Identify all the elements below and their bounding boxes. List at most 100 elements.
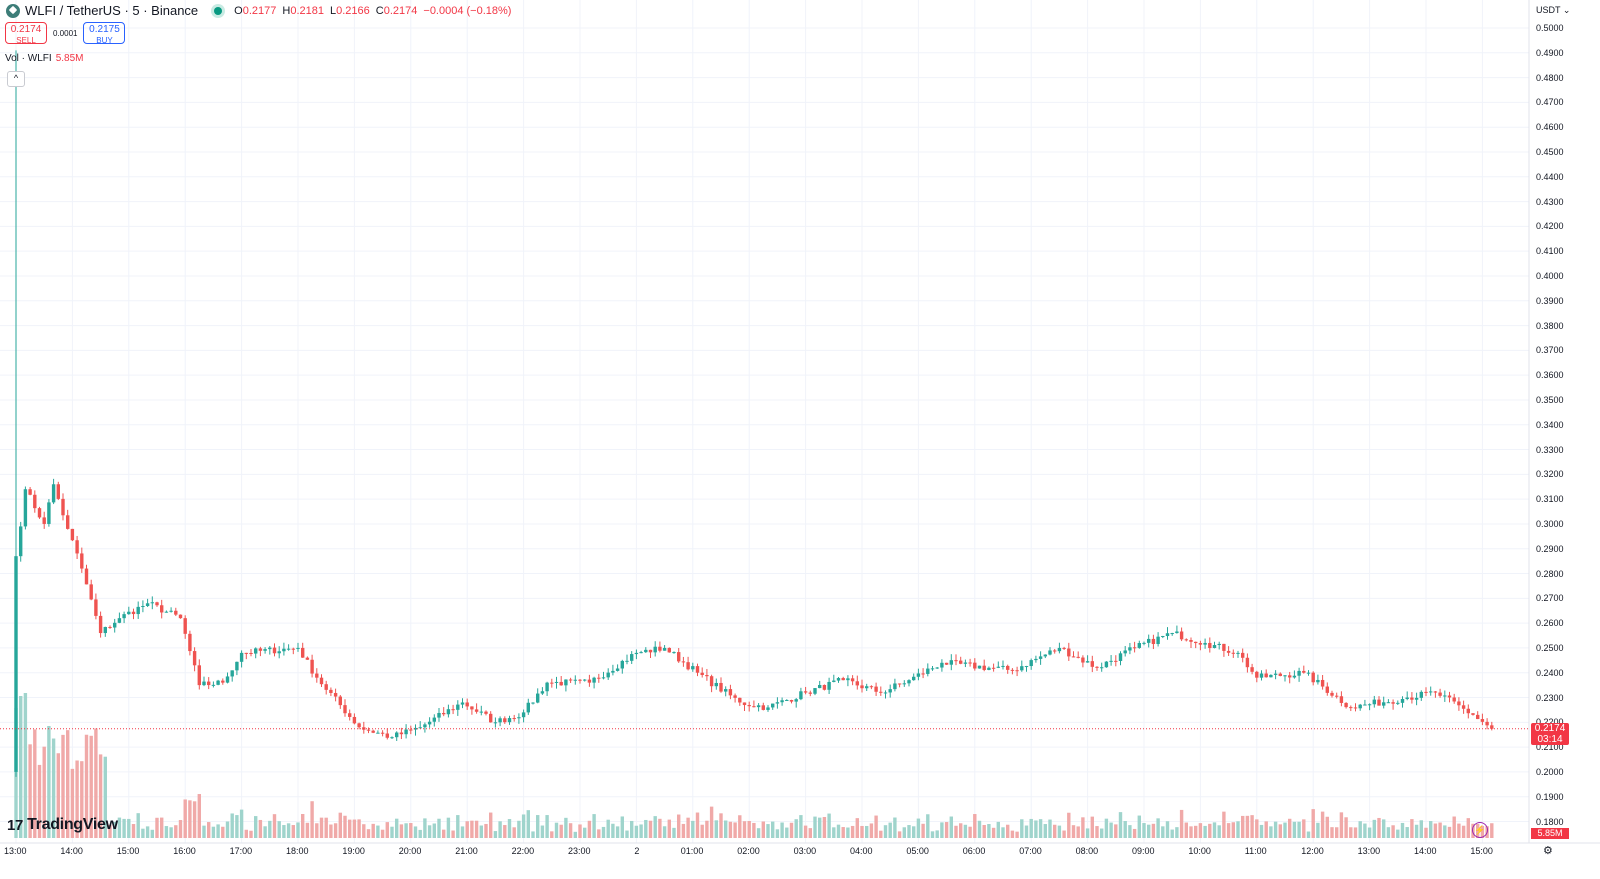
volume-bar: [174, 825, 178, 838]
volume-bar: [1410, 819, 1414, 838]
volume-bar: [963, 824, 968, 838]
volume-bar: [296, 822, 300, 838]
volume-bar: [1443, 825, 1447, 838]
candle-body: [996, 666, 1000, 668]
candle-body: [879, 691, 883, 693]
candle-body: [1363, 704, 1367, 706]
volume-bar: [738, 815, 742, 838]
volume-bar: [644, 819, 648, 838]
candle-body: [752, 706, 756, 708]
time-tick-label: 16:00: [173, 846, 196, 856]
sell-button[interactable]: 0.2174 SELL: [5, 22, 47, 45]
volume-bar: [987, 823, 991, 838]
candle-body: [653, 646, 657, 653]
volume-bar: [846, 827, 850, 838]
candle-body: [301, 647, 305, 658]
time-tick-label: 14:00: [1414, 846, 1437, 856]
candle-body: [28, 489, 32, 495]
volume-bar: [1330, 827, 1334, 838]
volume-bar: [28, 744, 32, 838]
volume-bar: [225, 821, 230, 838]
candle-body: [225, 676, 230, 683]
candle-body: [296, 647, 300, 649]
volume-bar: [108, 824, 112, 838]
candle-body: [1316, 679, 1320, 683]
volume-bar: [207, 822, 211, 838]
candle-body: [1466, 708, 1470, 714]
candle-body: [949, 660, 953, 665]
volume-bar: [1259, 824, 1264, 838]
volume-bar: [1198, 823, 1203, 838]
candle-body: [1137, 643, 1141, 648]
candle-body: [869, 686, 874, 688]
volume-bar: [366, 829, 371, 838]
symbol-legend[interactable]: WLFI / TetherUS · 5 · Binance O0.2177 H0…: [6, 3, 511, 18]
tradingview-logo[interactable]: 17 TradingView: [7, 816, 118, 834]
volume-bar: [841, 827, 845, 838]
volume-bar: [239, 809, 244, 838]
volume-bar: [268, 820, 272, 838]
market-status-icon[interactable]: [214, 6, 223, 15]
candle-body: [1292, 675, 1297, 678]
ohlc-high: H0.2181: [282, 4, 324, 17]
candle-body: [14, 556, 18, 772]
price-tick-label: 0.4000: [1536, 270, 1564, 281]
volume-bar: [1250, 815, 1254, 838]
symbol-title[interactable]: WLFI / TetherUS · 5 · Binance: [25, 3, 199, 18]
lightning-icon[interactable]: ⚡: [1472, 822, 1488, 838]
candle-body: [207, 681, 211, 686]
candle-body: [1147, 638, 1151, 643]
volume-bar: [1147, 824, 1151, 838]
volume-bar: [507, 819, 512, 838]
collapse-legend-button[interactable]: ^: [7, 71, 25, 87]
volume-bar: [399, 824, 404, 838]
price-tick-label: 0.3000: [1536, 518, 1564, 529]
volume-bar: [818, 817, 822, 838]
buy-button[interactable]: 0.2175 BUY: [83, 22, 126, 45]
candle-body: [136, 606, 140, 615]
candle-body: [691, 666, 695, 670]
candle-body: [620, 660, 624, 669]
volume-bar: [94, 728, 98, 838]
gear-icon[interactable]: ⚙: [1543, 845, 1553, 857]
volume-bar: [1222, 811, 1226, 838]
candle-body: [747, 705, 751, 707]
volume-bar: [968, 826, 972, 838]
price-tick-label: 0.2300: [1536, 692, 1564, 703]
price-tick-label: 0.4400: [1536, 171, 1564, 182]
candle-body: [244, 652, 248, 654]
price-tick-label: 0.2200: [1536, 717, 1564, 727]
candle-body: [1184, 639, 1188, 641]
ohlc-change: −0.0004 (−0.18%): [423, 4, 512, 17]
volume-bar: [235, 815, 239, 838]
volume-bar: [1085, 828, 1090, 838]
candle-body: [1189, 640, 1193, 642]
volume-bar: [1297, 821, 1301, 838]
candle-body: [1179, 631, 1184, 640]
candle-body: [1053, 650, 1057, 652]
volume-bar: [1184, 822, 1188, 838]
candle-body: [587, 679, 592, 683]
volume-bar: [1429, 821, 1433, 838]
volume-bar: [23, 693, 28, 838]
volume-bar: [338, 812, 342, 838]
volume-bar: [813, 816, 817, 838]
currency-selector[interactable]: USDT ⌄: [1536, 5, 1570, 16]
volume-bar: [832, 827, 836, 838]
volume-bar: [554, 822, 559, 838]
candle-body: [1024, 666, 1029, 668]
candle-body: [912, 676, 916, 681]
volume-legend[interactable]: Vol · WLFI 5.85M: [5, 53, 83, 64]
volume-bar: [376, 825, 380, 838]
volume-bar: [493, 831, 498, 838]
volume-bar: [568, 823, 573, 838]
volume-bar: [827, 813, 831, 838]
volume-bar: [1189, 826, 1193, 838]
time-tick-label: 10:00: [1188, 846, 1211, 856]
volume-bar: [1048, 819, 1052, 838]
candle-body: [855, 681, 859, 686]
volume-bar: [597, 829, 601, 838]
candle-body: [648, 649, 653, 653]
candle-body: [1320, 679, 1325, 687]
